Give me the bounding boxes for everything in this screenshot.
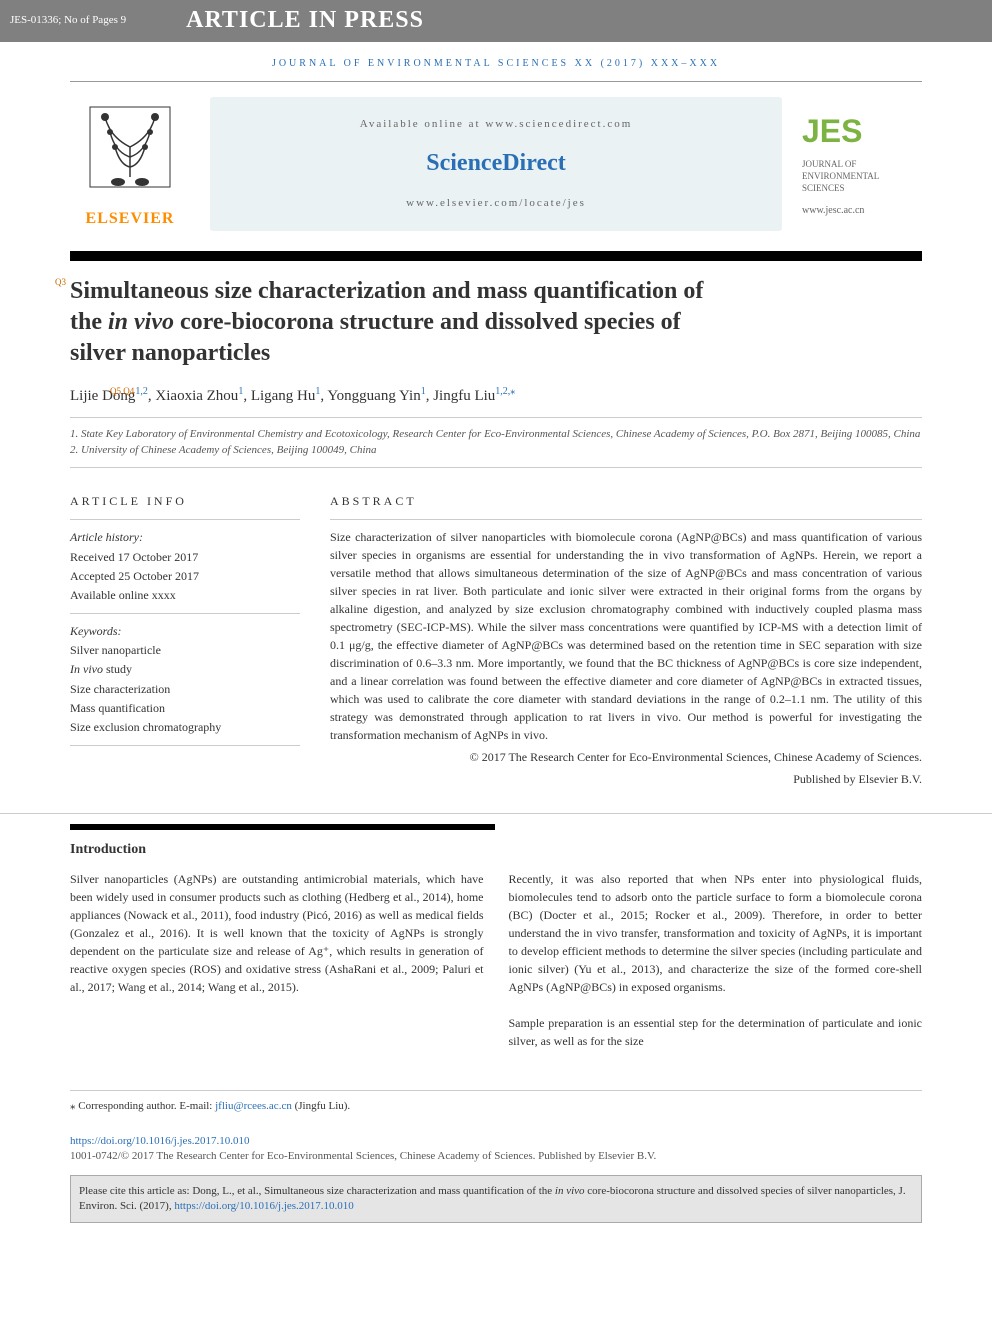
copyright-line-2: Published by Elsevier B.V. bbox=[330, 771, 922, 788]
title-line3: silver nanoparticles bbox=[70, 340, 270, 366]
keyword-2: In vivo study bbox=[70, 660, 300, 679]
article-info-heading: ARTICLE INFO bbox=[70, 493, 300, 510]
sciencedirect-panel: Available online at www.sciencedirect.co… bbox=[210, 97, 782, 231]
top-banner: JES-01336; No of Pages 9 ARTICLE IN PRES… bbox=[0, 0, 992, 42]
line-marker-q3: Q3 bbox=[55, 276, 66, 289]
jes-ac-url[interactable]: www.jesc.ac.cn bbox=[802, 204, 922, 218]
article-title: Simultaneous size characterization and m… bbox=[70, 276, 922, 370]
issn-copyright: 1001-0742/© 2017 The Research Center for… bbox=[70, 1149, 922, 1164]
copyright-line-1: © 2017 The Research Center for Eco-Envir… bbox=[330, 749, 922, 766]
sciencedirect-logo: ScienceDirect bbox=[230, 147, 762, 181]
keyword-5: Size exclusion chromatography bbox=[70, 718, 300, 737]
elsevier-text: ELSEVIER bbox=[70, 208, 190, 230]
author-3: , Ligang Hu bbox=[243, 388, 315, 404]
line-marker-q5q4: Q5 Q4 bbox=[110, 385, 134, 398]
intro-rule bbox=[70, 824, 495, 830]
title-line2-pre: the bbox=[70, 309, 108, 335]
title-line2-post: core-biocorona structure and dissolved s… bbox=[174, 309, 681, 335]
intro-col-right-p1: Recently, it was also reported that when… bbox=[509, 872, 923, 994]
article-info-column: ARTICLE INFO Article history: Received 1… bbox=[70, 493, 300, 788]
elsevier-tree-icon bbox=[80, 97, 180, 197]
main-content: ARTICLE INFO Article history: Received 1… bbox=[0, 478, 992, 803]
citation-doi[interactable]: https://doi.org/10.1016/j.jes.2017.10.01… bbox=[174, 1200, 353, 1212]
abstract-text: Size characterization of silver nanopart… bbox=[330, 519, 922, 744]
footer-section: ⁎ Corresponding author. E-mail: jfliu@rc… bbox=[0, 1080, 992, 1234]
intro-col-right-p2: Sample preparation is an essential step … bbox=[509, 1016, 923, 1048]
affiliation-2: 2. University of Chinese Academy of Scie… bbox=[70, 442, 922, 459]
keyword-3: Size characterization bbox=[70, 680, 300, 699]
title-line1: Simultaneous size characterization and m… bbox=[70, 278, 703, 304]
introduction-heading: Introduction bbox=[70, 840, 922, 860]
online-date: Available online xxxx bbox=[70, 586, 300, 605]
accepted-date: Accepted 25 October 2017 bbox=[70, 567, 300, 586]
header-rule bbox=[70, 251, 922, 261]
keyword-2-post: study bbox=[103, 662, 132, 676]
keywords-block: Keywords: Silver nanoparticle In vivo st… bbox=[70, 614, 300, 746]
affiliation-1: 1. State Key Laboratory of Environmental… bbox=[70, 426, 922, 443]
authors-line: Q5 Q4 Lijie Dong1,2, Xiaoxia Zhou1, Liga… bbox=[70, 385, 922, 407]
received-date: Received 17 October 2017 bbox=[70, 548, 300, 567]
keyword-4: Mass quantification bbox=[70, 699, 300, 718]
keyword-2-italic: In vivo bbox=[70, 662, 103, 676]
author-1-sup: 1,2 bbox=[135, 386, 148, 397]
elsevier-logo: ELSEVIER bbox=[70, 97, 190, 230]
title-line2-italic: in vivo bbox=[108, 309, 174, 335]
available-online-text: Available online at www.sciencedirect.co… bbox=[230, 117, 762, 132]
publisher-header: ELSEVIER Available online at www.science… bbox=[0, 82, 992, 246]
corresponding-label: ⁎ Corresponding author. E-mail: bbox=[70, 1100, 215, 1112]
corresponding-email[interactable]: jfliu@rcees.ac.cn bbox=[215, 1100, 292, 1112]
author-5: , Jingfu Liu bbox=[426, 388, 496, 404]
history-label: Article history: bbox=[70, 528, 300, 547]
jes-logo-panel: JES JOURNAL OF ENVIRONMENTAL SCIENCES ww… bbox=[802, 109, 922, 218]
title-section: Q3 Simultaneous size characterization an… bbox=[0, 266, 992, 478]
corresponding-author-footnote: ⁎ Corresponding author. E-mail: jfliu@rc… bbox=[70, 1090, 922, 1114]
article-id: JES-01336; No of Pages 9 bbox=[10, 13, 126, 28]
journal-citation-line: JOURNAL OF ENVIRONMENTAL SCIENCES XX (20… bbox=[70, 42, 922, 82]
citation-italic: in vivo bbox=[555, 1185, 585, 1197]
intro-col-left: Silver nanoparticles (AgNPs) are outstan… bbox=[70, 870, 484, 1050]
abstract-column: ABSTRACT Size characterization of silver… bbox=[330, 493, 922, 788]
author-4: , Yongguang Yin bbox=[320, 388, 420, 404]
author-5-sup: 1,2,⁎ bbox=[495, 386, 515, 397]
intro-columns: Silver nanoparticles (AgNPs) are outstan… bbox=[70, 870, 922, 1050]
abstract-heading: ABSTRACT bbox=[330, 493, 922, 510]
doi-link[interactable]: https://doi.org/10.1016/j.jes.2017.10.01… bbox=[70, 1134, 922, 1149]
keyword-1: Silver nanoparticle bbox=[70, 641, 300, 660]
intro-col-right: Recently, it was also reported that when… bbox=[509, 870, 923, 1050]
author-2: , Xiaoxia Zhou bbox=[148, 388, 238, 404]
article-in-press-label: ARTICLE IN PRESS bbox=[186, 4, 424, 38]
citation-pre: Please cite this article as: Dong, L., e… bbox=[79, 1185, 555, 1197]
article-history: Article history: Received 17 October 201… bbox=[70, 519, 300, 614]
jes-logo: JES bbox=[802, 109, 922, 154]
elsevier-jes-url[interactable]: www.elsevier.com/locate/jes bbox=[230, 196, 762, 211]
corresponding-name: (Jingfu Liu). bbox=[292, 1100, 350, 1112]
affiliations: 1. State Key Laboratory of Environmental… bbox=[70, 417, 922, 468]
jes-fullname: JOURNAL OF ENVIRONMENTAL SCIENCES bbox=[802, 159, 922, 194]
introduction-section: Introduction Silver nanoparticles (AgNPs… bbox=[0, 813, 992, 1060]
citation-box: Please cite this article as: Dong, L., e… bbox=[70, 1175, 922, 1224]
keywords-label: Keywords: bbox=[70, 622, 300, 641]
